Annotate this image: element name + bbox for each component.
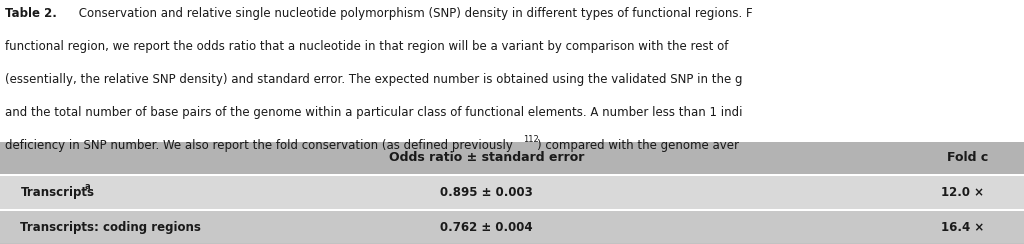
Text: 0.762 ± 0.004: 0.762 ± 0.004 xyxy=(440,221,532,234)
Text: 16.4 ×: 16.4 × xyxy=(941,221,984,234)
Text: Table 2.: Table 2. xyxy=(5,7,57,20)
Text: and the total number of base pairs of the genome within a particular class of fu: and the total number of base pairs of th… xyxy=(5,106,742,119)
Text: deficiency in SNP number. We also report the fold conservation (as defined previ: deficiency in SNP number. We also report… xyxy=(5,139,513,152)
Text: Fold c: Fold c xyxy=(947,152,988,164)
Text: (essentially, the relative SNP density) and standard error. The expected number : (essentially, the relative SNP density) … xyxy=(5,73,742,86)
Text: functional region, we report the odds ratio that a nucleotide in that region wil: functional region, we report the odds ra… xyxy=(5,40,728,53)
Text: 0.895 ± 0.003: 0.895 ± 0.003 xyxy=(440,186,532,199)
Text: 112: 112 xyxy=(523,135,539,144)
Text: a: a xyxy=(85,182,90,191)
Text: Odds ratio ± standard error: Odds ratio ± standard error xyxy=(389,152,584,164)
Bar xyxy=(0,211,1024,244)
Text: Transcripts: Transcripts xyxy=(20,186,94,199)
Text: Conservation and relative single nucleotide polymorphism (SNP) density in differ: Conservation and relative single nucleot… xyxy=(75,7,753,20)
Bar xyxy=(0,142,1024,174)
Text: 12.0 ×: 12.0 × xyxy=(941,186,984,199)
Text: Transcripts: coding regions: Transcripts: coding regions xyxy=(20,221,202,234)
Bar xyxy=(0,176,1024,209)
Text: ) compared with the genome aver: ) compared with the genome aver xyxy=(537,139,738,152)
